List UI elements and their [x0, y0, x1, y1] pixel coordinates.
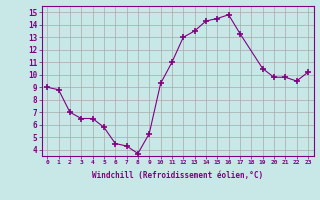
X-axis label: Windchill (Refroidissement éolien,°C): Windchill (Refroidissement éolien,°C): [92, 171, 263, 180]
